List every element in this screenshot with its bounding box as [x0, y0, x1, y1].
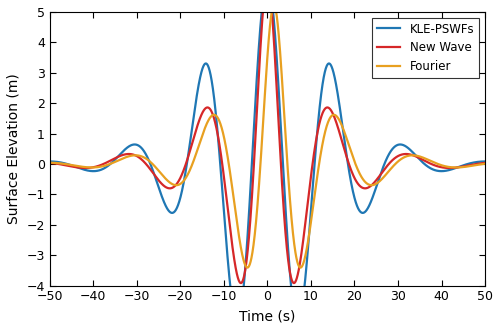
Fourier: [254, 214, 260, 218]
X-axis label: Time (s): Time (s): [239, 309, 296, 323]
KLE-PSWFs: [447, 168, 453, 172]
KLE-PSWFs: [482, 159, 488, 163]
New Wave: [233, 268, 239, 272]
Fourier: [469, 164, 475, 168]
Fourier: [298, 266, 304, 270]
KLE-PSWFs: [233, 318, 239, 322]
Fourier: [271, 3, 277, 7]
Fourier: [46, 161, 52, 165]
KLE-PSWFs: [46, 159, 52, 163]
Legend: KLE-PSWFs, New Wave, Fourier: KLE-PSWFs, New Wave, Fourier: [372, 18, 479, 78]
New Wave: [46, 161, 52, 165]
KLE-PSWFs: [254, 80, 260, 84]
KLE-PSWFs: [363, 209, 369, 213]
New Wave: [447, 166, 453, 170]
Fourier: [230, 189, 235, 193]
Y-axis label: Surface Elevation (m): Surface Elevation (m): [7, 73, 21, 224]
New Wave: [254, 113, 260, 117]
New Wave: [238, 281, 244, 285]
KLE-PSWFs: [230, 303, 235, 307]
Fourier: [363, 181, 369, 185]
New Wave: [482, 161, 488, 165]
KLE-PSWFs: [469, 161, 475, 165]
Line: New Wave: New Wave: [50, 0, 485, 283]
New Wave: [363, 186, 369, 190]
KLE-PSWFs: [294, 319, 300, 323]
New Wave: [469, 163, 475, 167]
Fourier: [233, 214, 239, 218]
Line: KLE-PSWFs: KLE-PSWFs: [50, 0, 485, 321]
Fourier: [447, 165, 453, 169]
Line: Fourier: Fourier: [50, 5, 485, 268]
Fourier: [482, 162, 488, 166]
New Wave: [230, 246, 235, 250]
